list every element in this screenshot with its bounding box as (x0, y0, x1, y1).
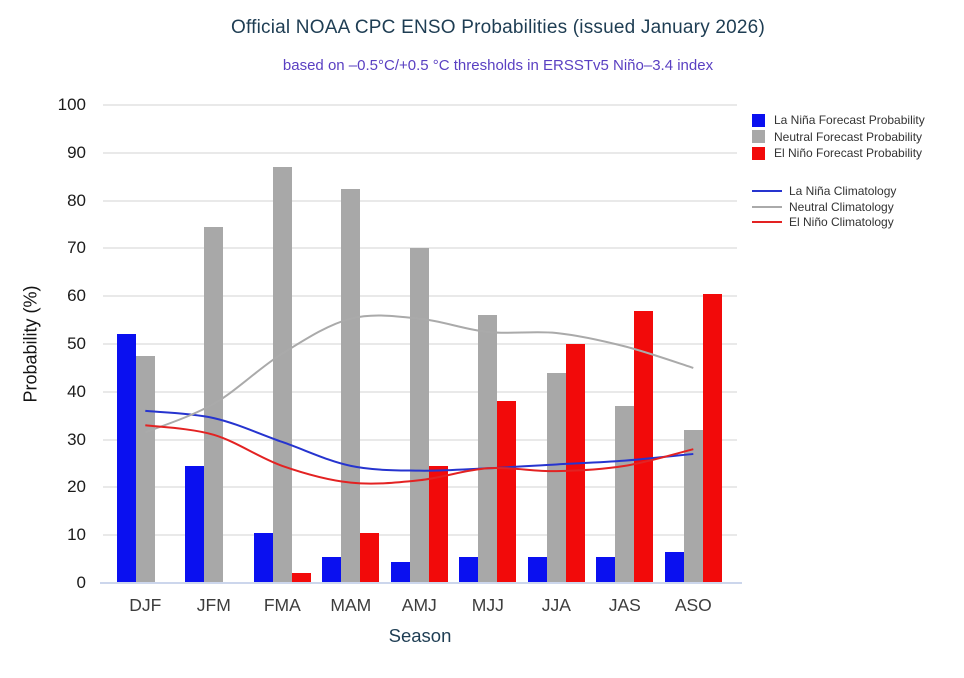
legend-group-gap (752, 162, 925, 184)
bar-la-ni-a-forecast-probability-jfm (185, 465, 205, 583)
legend-label: La Niña Forecast Probability (774, 113, 925, 128)
bar-la-ni-a-forecast-probability-amj (390, 561, 410, 583)
x-tick-label-aso: ASO (674, 595, 712, 615)
bar-el-ni-o-forecast-probability-amj (428, 465, 448, 583)
y-tick-label: 20 (67, 477, 86, 497)
line-el-ni-o-climatology (145, 424, 694, 485)
chart-subtitle: based on –0.5°C/+0.5 °C thresholds in ER… (282, 57, 714, 74)
x-tick-label-jja: JJA (541, 595, 571, 615)
bar-la-ni-a-forecast-probability-jja (527, 556, 547, 583)
x-tick-label-djf: DJF (129, 595, 162, 615)
bar-el-ni-o-forecast-probability-mjj (497, 401, 517, 583)
legend-line-swatch-la-ni-a-climatology (752, 190, 782, 193)
bar-la-ni-a-forecast-probability-mam (322, 556, 342, 583)
y-tick-label: 0 (76, 573, 86, 592)
bar-neutral-forecast-probability-mam (341, 188, 361, 583)
gridline (103, 199, 737, 202)
bar-neutral-forecast-probability-jas (615, 406, 635, 583)
legend-square-swatch-neutral-forecast-probability (752, 130, 765, 144)
bar-el-ni-o-forecast-probability-fma (291, 573, 311, 583)
x-tick-label-mjj: MJJ (471, 595, 504, 615)
bar-neutral-forecast-probability-mjj (478, 315, 498, 583)
bar-la-ni-a-forecast-probability-fma (253, 532, 273, 583)
legend-square-swatch-el-ni-o-forecast-probability (752, 146, 765, 160)
bar-neutral-forecast-probability-jfm (204, 226, 224, 583)
bar-neutral-forecast-probability-jja (546, 372, 566, 583)
x-tick-label-mam: MAM (330, 595, 372, 615)
gridline (103, 104, 737, 106)
y-tick-label: 10 (67, 525, 86, 545)
legend-item-neutral-climatology: Neutral Climatology (752, 199, 925, 215)
legend-square-swatch-la-ni-a-forecast-probability (752, 113, 765, 127)
x-tick-label-fma: FMA (263, 595, 301, 615)
legend-item-neutral-forecast-probability: Neutral Forecast Probability (752, 129, 925, 146)
y-tick-label: 100 (57, 95, 86, 114)
bar-la-ni-a-forecast-probability-jas (596, 556, 616, 583)
legend-item-el-ni-o-forecast-probability: El Niño Forecast Probability (752, 145, 925, 162)
x-axis-line (100, 582, 742, 584)
chart-title: Official NOAA CPC ENSO Probabilities (is… (231, 17, 765, 38)
gridline (103, 247, 737, 250)
bar-la-ni-a-forecast-probability-mjj (459, 556, 479, 583)
bar-neutral-forecast-probability-aso (683, 430, 703, 583)
x-tick-label-jas: JAS (608, 595, 641, 615)
bar-la-ni-a-forecast-probability-aso (664, 551, 684, 583)
legend-label: La Niña Climatology (789, 184, 897, 199)
legend-line-swatch-el-ni-o-climatology (752, 221, 782, 224)
bar-el-ni-o-forecast-probability-mam (360, 532, 380, 583)
legend-label: El Niño Climatology (789, 215, 894, 230)
legend-label: Neutral Climatology (789, 199, 894, 214)
legend: La Niña Forecast Probability Neutral Fore… (752, 112, 925, 230)
bar-la-ni-a-forecast-probability-djf (116, 334, 136, 583)
x-tick-label-jfm: JFM (196, 595, 231, 615)
legend-item-la-ni-a-climatology: La Niña Climatology (752, 184, 925, 200)
legend-item-la-ni-a-forecast-probability: La Niña Forecast Probability (752, 112, 925, 129)
climatology-lines (144, 314, 694, 485)
legend-label: Neutral Forecast Probability (774, 129, 923, 144)
bar-neutral-forecast-probability-amj (409, 248, 429, 583)
x-axis-ticks: DJF JFM FMA MAM AMJ MJJ JJA JAS ASO (103, 595, 737, 619)
plot-area (100, 104, 742, 584)
bar-neutral-forecast-probability-djf (135, 355, 155, 583)
line-neutral-climatology (144, 314, 694, 434)
legend-line-swatch-neutral-climatology (752, 205, 782, 208)
y-tick-label: 90 (67, 142, 86, 162)
x-tick-label-amj: AMJ (401, 595, 437, 615)
y-tick-label: 50 (67, 334, 86, 353)
y-tick-label: 40 (67, 381, 86, 401)
y-tick-label: 30 (67, 429, 86, 449)
y-tick-label: 70 (67, 238, 86, 258)
y-tick-label: 80 (67, 190, 86, 210)
gridline (103, 151, 737, 154)
line-la-ni-a-climatology (145, 409, 694, 472)
x-axis-label: Season (388, 625, 452, 646)
y-axis-ticks: 0 10 20 30 40 50 60 70 80 90 100 (0, 95, 86, 592)
legend-item-el-ni-o-climatology: El Niño Climatology (752, 215, 925, 231)
bar-neutral-forecast-probability-fma (272, 167, 292, 583)
legend-label: El Niño Forecast Probability (774, 146, 923, 161)
bar-el-ni-o-forecast-probability-jas (634, 310, 654, 583)
y-tick-label: 60 (67, 286, 86, 306)
bar-el-ni-o-forecast-probability-aso (702, 293, 722, 583)
